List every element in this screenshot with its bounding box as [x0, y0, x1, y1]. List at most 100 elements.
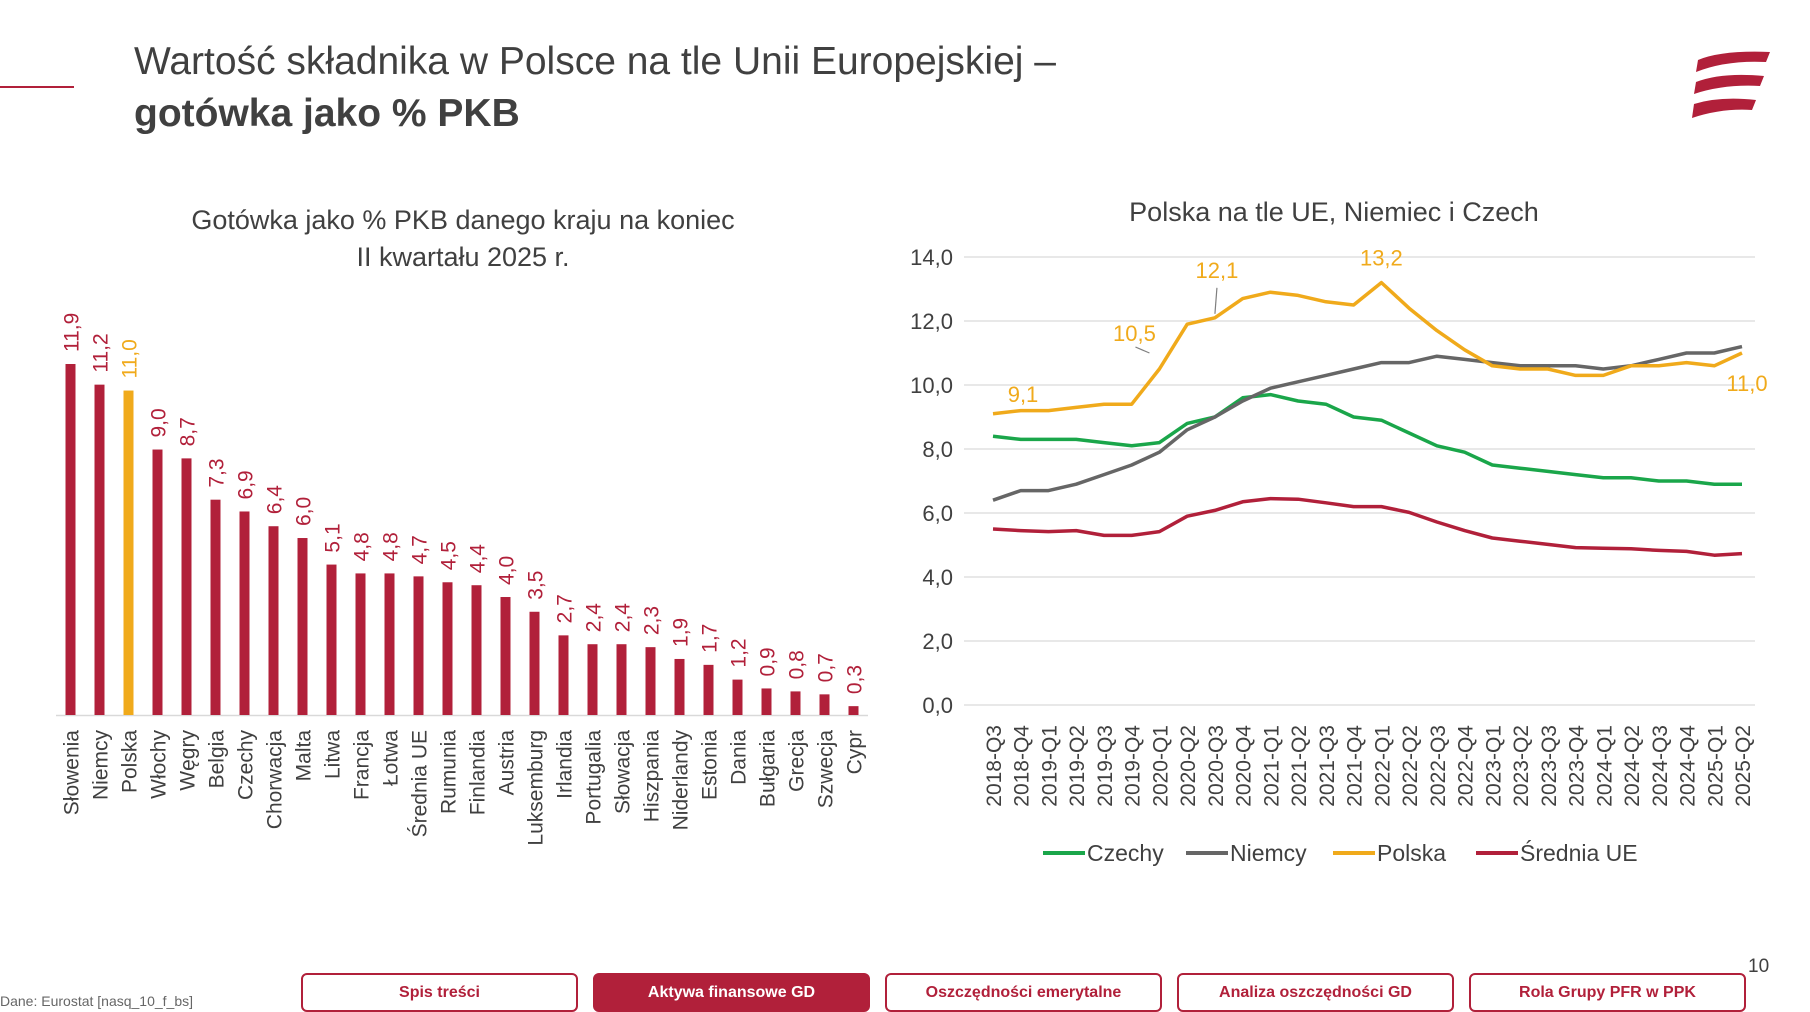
bar-category-label: Łotwa: [380, 730, 403, 786]
bar-category-label: Słowenia: [61, 730, 84, 816]
bar-1: [94, 384, 105, 715]
x-tick-label: 2023-Q1: [1482, 725, 1505, 807]
x-tick-label: 2024-Q3: [1649, 725, 1672, 807]
bar-value-label: 6,4: [264, 485, 287, 515]
legend-label: Średnia UE: [1520, 839, 1638, 866]
page-title: Wartość składnika w Polsce na tle Unii E…: [134, 36, 1056, 140]
x-tick-label: 2022-Q1: [1371, 725, 1394, 807]
bar-category-label: Hiszpania: [641, 730, 664, 823]
x-tick-label: 2025-Q2: [1732, 725, 1755, 807]
nav-button-analiza-oszczednosci[interactable]: Analiza oszczędności GD: [1177, 973, 1454, 1012]
page-title-line-1: Wartość składnika w Polsce na tle Unii E…: [134, 40, 1056, 83]
x-tick-label: 2022-Q3: [1427, 725, 1450, 807]
bar-value-label: 9,0: [148, 408, 171, 437]
annotation-label: 11,0: [1726, 371, 1767, 396]
x-tick-label: 2023-Q2: [1510, 725, 1533, 807]
x-tick-label: 2023-Q4: [1566, 725, 1589, 807]
bar-category-label: Chorwacja: [264, 730, 287, 830]
bar-chart-title-line-1: Gotówka jako % PKB danego kraju na konie…: [191, 205, 734, 235]
y-tick-label: 10,0: [910, 373, 953, 398]
y-tick-label: 2,0: [922, 629, 953, 654]
bar-category-label: Średnia UE: [408, 730, 432, 837]
x-tick-label: 2020-Q2: [1177, 725, 1200, 807]
bar-value-label: 1,9: [670, 618, 693, 647]
bar-value-label: 4,8: [380, 532, 403, 561]
bar-8: [297, 538, 308, 715]
annotation-leader: [1214, 287, 1218, 314]
bar-value-label: 1,7: [699, 624, 722, 653]
bar-2: [123, 390, 134, 715]
bar-17: [558, 635, 569, 715]
bar-3: [152, 449, 163, 715]
bar-4: [181, 458, 192, 715]
bar-27: [848, 706, 859, 715]
bar-category-label: Czechy: [235, 730, 258, 801]
bar-value-label: 3,5: [525, 571, 548, 600]
bar-value-label: 11,0: [119, 339, 142, 378]
decorative-line: [0, 86, 74, 88]
bar-category-label: Polska: [119, 730, 142, 793]
bar-category-label: Portugalia: [583, 730, 606, 825]
bar-value-label: 5,1: [322, 523, 345, 552]
bar-11: [384, 573, 395, 715]
bar-25: [790, 691, 801, 715]
series-line-2: [992, 280, 1743, 416]
annotation-label: 10,5: [1113, 321, 1156, 346]
nav-button-rola-grupy-pfr[interactable]: Rola Grupy PFR w PPK: [1469, 973, 1746, 1012]
bar-value-label: 6,9: [235, 470, 258, 499]
bar-value-label: 0,7: [815, 653, 838, 682]
bar-chart: Gotówka jako % PKB danego kraju na konie…: [56, 205, 868, 846]
bar-13: [442, 582, 453, 715]
bar-5: [210, 499, 221, 715]
series-line-1: [992, 344, 1743, 502]
bar-15: [500, 597, 511, 715]
x-tick-label: 2021-Q1: [1260, 725, 1283, 807]
bar-10: [355, 573, 366, 715]
x-tick-label: 2020-Q3: [1205, 725, 1228, 807]
bar-22: [703, 664, 714, 715]
bar-category-label: Szwecja: [815, 730, 838, 809]
x-tick-label: 2019-Q2: [1066, 725, 1089, 807]
bar-21: [674, 658, 685, 715]
y-tick-label: 8,0: [922, 437, 953, 462]
bar-value-label: 2,7: [554, 594, 577, 623]
bar-value-label: 0,8: [786, 650, 809, 679]
annotation-label: 12,1: [1196, 258, 1239, 283]
page-number: 10: [1748, 956, 1770, 977]
bar-6: [239, 511, 250, 715]
bar-category-label: Austria: [496, 730, 519, 796]
x-tick-label: 2020-Q1: [1149, 725, 1172, 807]
x-tick-label: 2024-Q4: [1677, 725, 1700, 807]
annotation-leader: [1135, 346, 1150, 354]
bar-value-label: 4,4: [467, 544, 490, 574]
y-tick-label: 0,0: [922, 693, 953, 718]
x-tick-label: 2019-Q3: [1094, 725, 1117, 807]
nav-button-aktywa-finansowe[interactable]: Aktywa finansowe GD: [593, 973, 870, 1012]
bar-category-label: Rumunia: [438, 730, 461, 814]
bar-value-label: 4,0: [496, 556, 519, 585]
bar-category-label: Grecja: [786, 730, 809, 792]
bar-value-label: 11,9: [61, 313, 84, 352]
x-tick-label: 2024-Q2: [1621, 725, 1644, 807]
bar-category-label: Malta: [293, 730, 316, 782]
legend-label: Polska: [1377, 840, 1446, 866]
x-tick-label: 2023-Q3: [1538, 725, 1561, 807]
bar-value-label: 11,2: [90, 333, 113, 372]
bar-19: [616, 644, 627, 715]
bar-value-label: 1,2: [728, 638, 751, 667]
bar-value-label: 7,3: [206, 458, 229, 487]
bar-value-label: 0,3: [844, 665, 867, 694]
bar-category-label: Litwa: [322, 730, 345, 779]
bar-value-label: 2,3: [641, 606, 664, 635]
bar-value-label: 4,5: [438, 541, 461, 570]
x-tick-label: 2019-Q4: [1122, 725, 1145, 807]
annotation-label: 9,1: [1008, 382, 1039, 407]
bar-14: [471, 585, 482, 715]
legend-label: Czechy: [1087, 840, 1164, 866]
nav-button-spis-tresci[interactable]: Spis treści: [301, 973, 578, 1012]
nav-button-oszczednosci-emerytalne[interactable]: Oszczędności emerytalne: [885, 973, 1162, 1012]
bar-category-label: Bułgaria: [757, 730, 780, 807]
bar-category-label: Irlandia: [554, 730, 577, 799]
bar-category-label: Węgry: [177, 730, 200, 791]
legend-label: Niemcy: [1230, 840, 1307, 866]
